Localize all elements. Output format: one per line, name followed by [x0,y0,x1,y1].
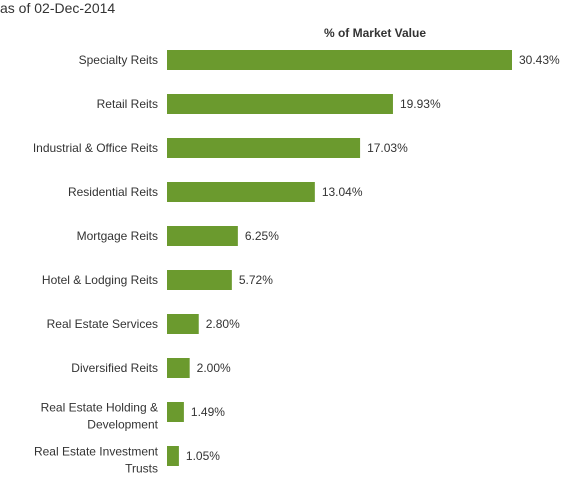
bar [167,270,232,290]
bar-value-label: 30.43% [519,53,560,67]
category-label: Real Estate Investment Trusts [34,445,159,476]
bar [167,138,361,158]
category-label: Hotel & Lodging Reits [42,273,158,287]
category-label: Retail Reits [97,97,158,111]
bar-value-label: 19.93% [400,97,441,111]
category-label: Residential Reits [68,185,158,199]
as-of-date: as of 02-Dec-2014 [0,0,116,16]
bar-value-label: 6.25% [245,229,279,243]
category-label: Real Estate Holding & Development [41,401,159,432]
bar-value-label: 17.03% [367,141,408,155]
bar [167,446,179,466]
category-label: Real Estate Services [47,317,158,331]
bar [167,94,393,114]
bar-value-label: 1.49% [191,405,225,419]
bar-value-label: 5.72% [239,273,273,287]
bar [167,226,238,246]
bar-value-label: 13.04% [322,185,363,199]
category-label: Industrial & Office Reits [33,141,158,155]
bar [167,402,184,422]
category-label: Diversified Reits [71,361,158,375]
bar-value-label: 2.80% [206,317,240,331]
bar [167,182,315,202]
category-label: Specialty Reits [79,53,158,67]
category-label: Mortgage Reits [77,229,158,243]
chart-title: % of Market Value [323,26,427,40]
bar [167,358,190,378]
bar-value-label: 1.05% [186,449,220,463]
bar [167,50,512,70]
bar-value-label: 2.00% [197,361,231,375]
bar [167,314,199,334]
